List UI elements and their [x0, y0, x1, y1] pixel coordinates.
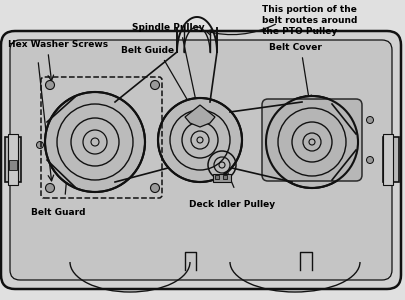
- FancyBboxPatch shape: [10, 40, 391, 280]
- Polygon shape: [185, 105, 215, 127]
- Circle shape: [45, 92, 145, 192]
- Text: Belt Cover: Belt Cover: [268, 43, 321, 52]
- Bar: [215, 175, 218, 179]
- Bar: [222, 175, 226, 179]
- FancyBboxPatch shape: [1, 31, 400, 289]
- Circle shape: [150, 80, 159, 89]
- Circle shape: [150, 184, 159, 193]
- FancyBboxPatch shape: [261, 99, 361, 181]
- Circle shape: [366, 157, 373, 164]
- Text: This portion of the
belt routes around
the PTO Pulley: This portion of the belt routes around t…: [261, 5, 356, 36]
- Circle shape: [158, 98, 241, 182]
- Text: Hex Washer Screws: Hex Washer Screws: [8, 40, 108, 50]
- Text: Deck Idler Pulley: Deck Idler Pulley: [188, 200, 274, 209]
- Bar: [382, 137, 398, 182]
- Text: Belt Guide: Belt Guide: [121, 46, 174, 55]
- Circle shape: [265, 96, 357, 188]
- Circle shape: [366, 116, 373, 124]
- Bar: [5, 137, 21, 182]
- Bar: [9, 160, 17, 170]
- Circle shape: [45, 184, 54, 193]
- Bar: [8, 134, 18, 185]
- Circle shape: [45, 80, 54, 89]
- Bar: [213, 174, 230, 182]
- Circle shape: [36, 142, 43, 148]
- Text: Spindle Pulley: Spindle Pulley: [131, 23, 204, 32]
- Text: Belt Guard: Belt Guard: [31, 208, 85, 217]
- Bar: [382, 134, 392, 185]
